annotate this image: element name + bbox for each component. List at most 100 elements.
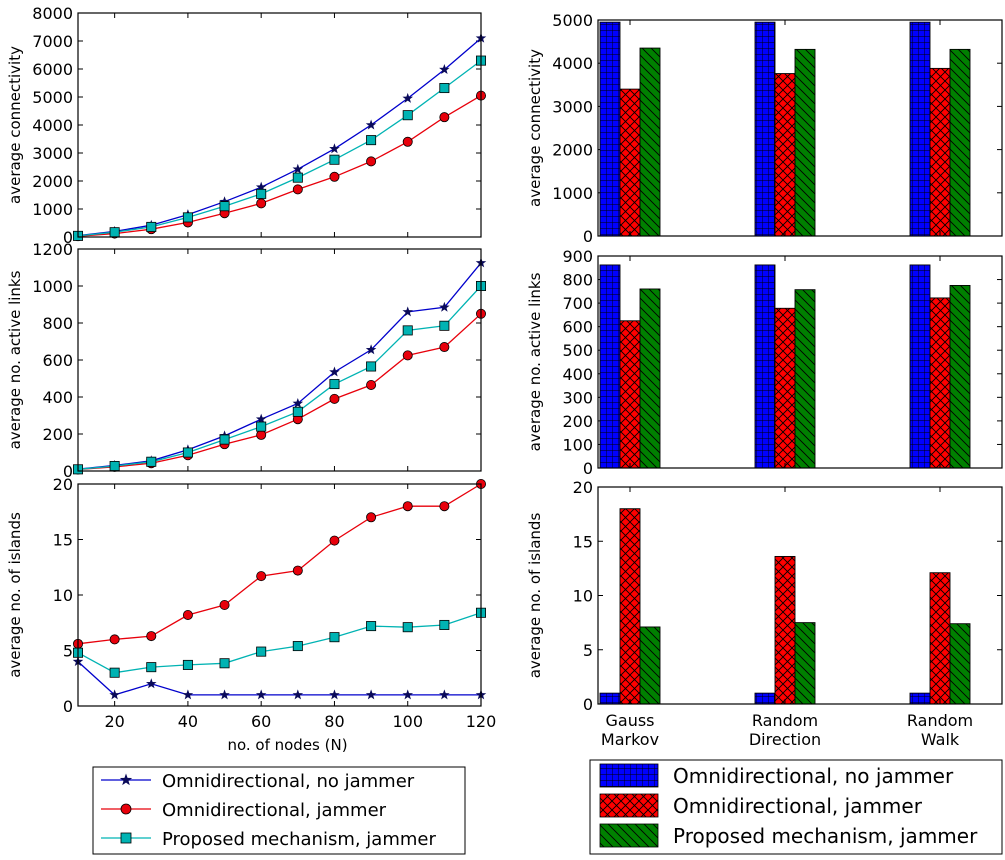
- series-line-no-jammer: [77, 37, 482, 237]
- plot-frame: [597, 19, 1003, 237]
- data-point-proposed: [256, 646, 267, 657]
- y-tick-label: 0: [583, 227, 593, 246]
- x-tick-label: Random Walk: [907, 711, 973, 749]
- x-tick-label: Random Direction: [749, 711, 821, 749]
- series-line-jammer: [77, 313, 482, 471]
- x-tick-label-line: Walk: [921, 730, 960, 749]
- data-point-jammer: [439, 501, 450, 512]
- y-tick-label: 100: [562, 435, 593, 454]
- data-point-no-jammer: [255, 689, 267, 700]
- bar-jammer: [929, 572, 951, 705]
- bar-no-jammer: [754, 264, 776, 469]
- data-point-proposed: [256, 421, 267, 432]
- y-tick-label: 1000: [552, 184, 593, 203]
- data-point-proposed: [182, 447, 193, 458]
- data-point-jammer: [402, 350, 413, 361]
- data-point-jammer: [439, 342, 450, 353]
- y-tick-label: 3000: [32, 144, 73, 163]
- legend-label: Proposed mechanism, jammer: [162, 829, 436, 850]
- data-point-proposed: [402, 622, 413, 633]
- bar-jammer: [774, 555, 796, 705]
- bar-chart-average-active-links: 0 100 200 300 400 500 600 700 800 900 average no. …: [526, 247, 1003, 478]
- legend-label: Omnidirectional, no jammer: [162, 771, 415, 792]
- y-tick-label: 200: [42, 425, 73, 444]
- bar-proposed: [639, 288, 661, 469]
- y-tick-label: 900: [562, 247, 593, 266]
- data-point-proposed: [219, 201, 230, 212]
- legend-left-item-proposed: Proposed mechanism, jammer: [101, 829, 436, 850]
- data-point-proposed: [292, 406, 303, 417]
- y-axis-label: average no. of islands: [6, 512, 24, 678]
- square-marker-icon: [120, 832, 132, 844]
- legend-label: Omnidirectional, no jammer: [673, 764, 954, 788]
- y-tick-label: 500: [562, 341, 593, 360]
- series-line-proposed: [77, 285, 482, 470]
- grid-swatch-icon: [599, 763, 659, 788]
- bar-chart-average-connectivity: 0 1000 2000 3000 4000 5000 average connectivit…: [526, 11, 1003, 246]
- bar-jammer: [774, 307, 796, 469]
- legend-left-item-jammer: Omnidirectional, jammer: [101, 800, 387, 821]
- line-chart-average-active-links: 0 200 400 600 800 1000 1200 average no. active …: [6, 240, 487, 481]
- series-line-jammer: [77, 95, 482, 237]
- y-tick-label: 20: [53, 475, 73, 494]
- plot-frame: [597, 486, 1003, 705]
- bar-no-jammer: [599, 692, 621, 705]
- bar-jammer: [929, 67, 951, 237]
- data-point-proposed: [146, 221, 157, 232]
- bar-proposed: [639, 47, 661, 237]
- data-point-proposed: [439, 320, 450, 331]
- legend-label: Omnidirectional, jammer: [162, 800, 387, 821]
- data-point-proposed: [439, 83, 450, 94]
- y-tick-label: 1200: [32, 240, 73, 259]
- legend-right-item-proposed: Proposed mechanism, jammer: [599, 823, 978, 848]
- data-point-proposed: [219, 434, 230, 445]
- data-point-proposed: [402, 325, 413, 336]
- data-point-no-jammer: [292, 689, 304, 700]
- x-tick-label: 60: [251, 712, 271, 731]
- x-tick-label: 120: [466, 712, 497, 731]
- data-point-jammer: [109, 634, 120, 645]
- data-point-jammer: [256, 429, 267, 440]
- series-line-proposed: [77, 612, 482, 674]
- y-axis-label: average no. active links: [6, 270, 24, 449]
- y-tick-label: 6000: [32, 60, 73, 79]
- data-point-jammer: [402, 136, 413, 147]
- data-point-proposed: [182, 212, 193, 223]
- y-tick-label: 0: [583, 459, 593, 478]
- data-point-jammer: [256, 198, 267, 209]
- legend-left: Omnidirectional, no jammer Omnidirection…: [92, 766, 466, 855]
- bar-no-jammer: [754, 692, 776, 705]
- y-tick-label: 300: [562, 388, 593, 407]
- plot-frame: [597, 255, 1003, 469]
- bar-no-jammer: [599, 264, 621, 469]
- y-tick-label: 600: [42, 351, 73, 370]
- x-axis-label: no. of nodes (N): [227, 736, 347, 754]
- x-tick-label-line: Random: [907, 711, 973, 730]
- data-point-proposed: [366, 135, 377, 146]
- line-chart-average-connectivity: 0 1000 2000 3000 4000 5000 6000 7000 8000 average…: [6, 4, 487, 247]
- data-point-proposed: [292, 641, 303, 652]
- data-point-proposed: [182, 659, 193, 670]
- legend-left-frame: [92, 766, 466, 855]
- data-point-proposed: [366, 621, 377, 632]
- bar-no-jammer: [754, 21, 776, 237]
- data-point-proposed: [109, 227, 120, 238]
- data-point-jammer: [329, 393, 340, 404]
- x-tick-label: 80: [324, 712, 344, 731]
- data-point-jammer: [146, 631, 157, 642]
- data-point-no-jammer: [402, 689, 414, 700]
- y-tick-label: 600: [562, 318, 593, 337]
- data-point-jammer: [329, 171, 340, 182]
- y-tick-label: 0: [63, 697, 73, 716]
- data-point-proposed: [146, 456, 157, 467]
- y-tick-label: 2000: [32, 172, 73, 191]
- y-tick-label: 4000: [552, 54, 593, 73]
- data-point-jammer: [182, 609, 193, 620]
- data-point-jammer: [329, 535, 340, 546]
- bar-proposed: [794, 48, 816, 237]
- y-tick-label: 20: [573, 478, 593, 497]
- bar-proposed: [794, 622, 816, 705]
- data-point-jammer: [256, 571, 267, 582]
- y-tick-label: 7000: [32, 32, 73, 51]
